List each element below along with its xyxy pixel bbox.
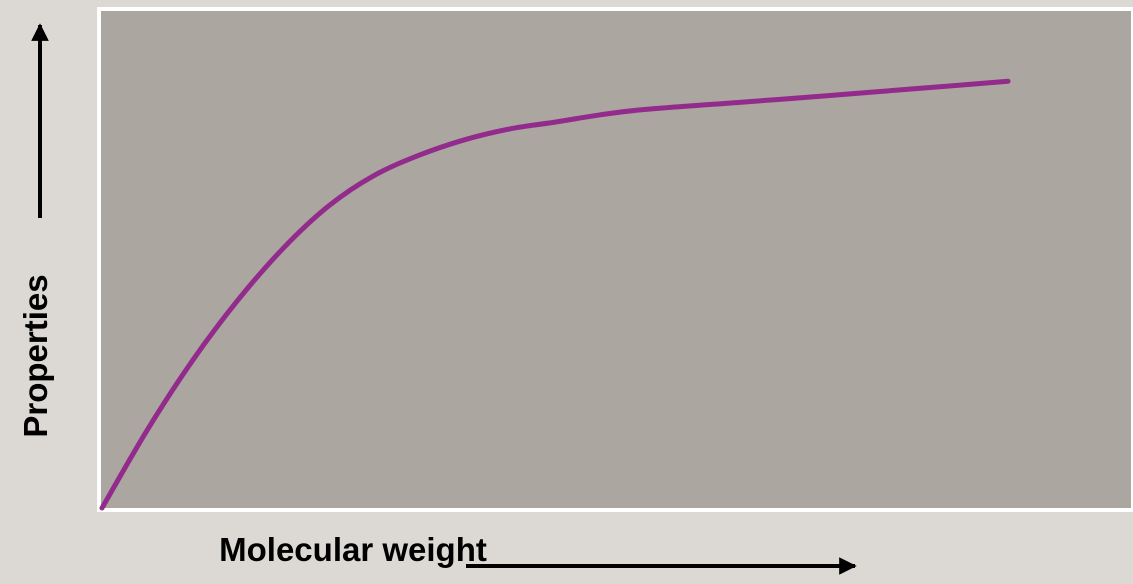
y-axis-label: Properties [17,274,54,437]
x-axis-label: Molecular weight [219,531,487,568]
series-line-0 [99,78,1011,511]
series-layer [99,78,1011,511]
